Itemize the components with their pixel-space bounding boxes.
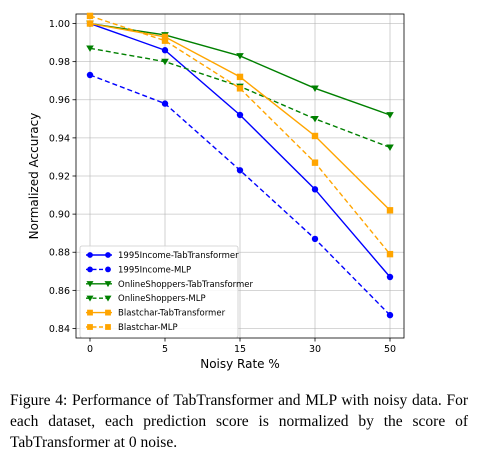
y-axis-label: Normalized Accuracy [27, 113, 41, 240]
legend-item: OnlineShoppers-TabTransformer [86, 280, 254, 290]
y-tick-label: 0.92 [49, 171, 70, 182]
legend-marker [87, 252, 93, 258]
data-point [86, 20, 94, 27]
legend-marker [87, 266, 93, 273]
data-point [161, 37, 169, 44]
legend-marker [105, 266, 111, 273]
y-tick-label: 0.90 [49, 210, 70, 221]
series-layer [86, 12, 394, 319]
x-tick-label: 30 [309, 344, 321, 355]
y-tick-label: 0.88 [49, 248, 70, 259]
legend-label: Blastchar-MLP [118, 323, 178, 333]
legend-item: Blastchar-MLP [86, 323, 178, 333]
legend-marker [87, 324, 93, 330]
data-point [236, 85, 244, 92]
x-tick-label: 0 [87, 344, 93, 355]
series-line [89, 15, 391, 255]
legend-label: OnlineShoppers-MLP [118, 294, 206, 304]
data-point [386, 144, 394, 152]
legend-marker [104, 281, 112, 288]
figure-caption: Figure 4: Performance of TabTransformer … [10, 392, 468, 451]
data-point [311, 85, 319, 92]
data-point [311, 132, 319, 140]
series-5 [86, 12, 394, 258]
data-point [86, 12, 94, 20]
data-point [236, 111, 244, 119]
data-point [386, 250, 394, 258]
legend-marker [86, 295, 94, 302]
data-point [311, 159, 319, 166]
legend-label: 1995Income-TabTransformer [118, 251, 239, 261]
data-point [161, 33, 169, 41]
legend-marker [105, 252, 111, 258]
data-point [386, 273, 394, 281]
legend-box [79, 245, 239, 338]
data-point [311, 115, 319, 123]
data-point [86, 45, 94, 52]
y-tick-label: 0.94 [49, 133, 70, 144]
data-point [386, 112, 394, 119]
data-point [161, 47, 169, 54]
data-point [236, 53, 244, 60]
legend-marker [105, 309, 111, 316]
data-point [386, 311, 394, 319]
ticks-layer: 0 5 15 30 50 0.84 0.86 0.88 0.90 0.92 0.94 0.96 0.98… [49, 19, 396, 355]
noise-robustness-line-chart: 0 5 15 30 50 0.84 0.86 0.88 0.90 0.92 0.94 0.96 0.98… [27, 12, 405, 371]
x-axis-label: Noisy Rate % [200, 357, 280, 371]
legend-marker [105, 324, 111, 330]
legend-item: 1995Income-MLP [86, 265, 191, 275]
x-tick-label: 15 [234, 344, 246, 355]
legend-marker [87, 309, 93, 316]
y-tick-label: 0.98 [49, 57, 70, 68]
data-point [236, 73, 244, 81]
y-tick-label: 0.96 [49, 95, 70, 106]
legend-label: Blastchar-TabTransformer [118, 309, 226, 319]
x-tick-label: 5 [162, 344, 168, 355]
legend-item: Blastchar-TabTransformer [86, 309, 226, 319]
data-point [311, 186, 319, 193]
legend-item: 1995Income-TabTransformer [86, 251, 239, 261]
legend-marker [86, 281, 94, 288]
y-tick-label: 1.00 [49, 19, 70, 30]
data-point [161, 100, 169, 107]
legend-item: OnlineShoppers-MLP [86, 294, 206, 304]
legend-marker [104, 295, 112, 302]
data-point [86, 71, 94, 79]
legend-label: 1995Income-MLP [118, 265, 191, 275]
data-point [311, 235, 319, 243]
data-point [161, 58, 169, 66]
series-1 [86, 71, 394, 319]
data-point [236, 167, 244, 174]
legend: 1995Income-TabTransformer 1995Income-MLP O… [79, 245, 254, 338]
legend-label: OnlineShoppers-TabTransformer [118, 280, 254, 290]
y-tick-label: 0.86 [49, 286, 70, 297]
data-point [386, 207, 394, 214]
y-tick-label: 0.84 [49, 324, 70, 335]
x-tick-label: 50 [384, 344, 396, 355]
